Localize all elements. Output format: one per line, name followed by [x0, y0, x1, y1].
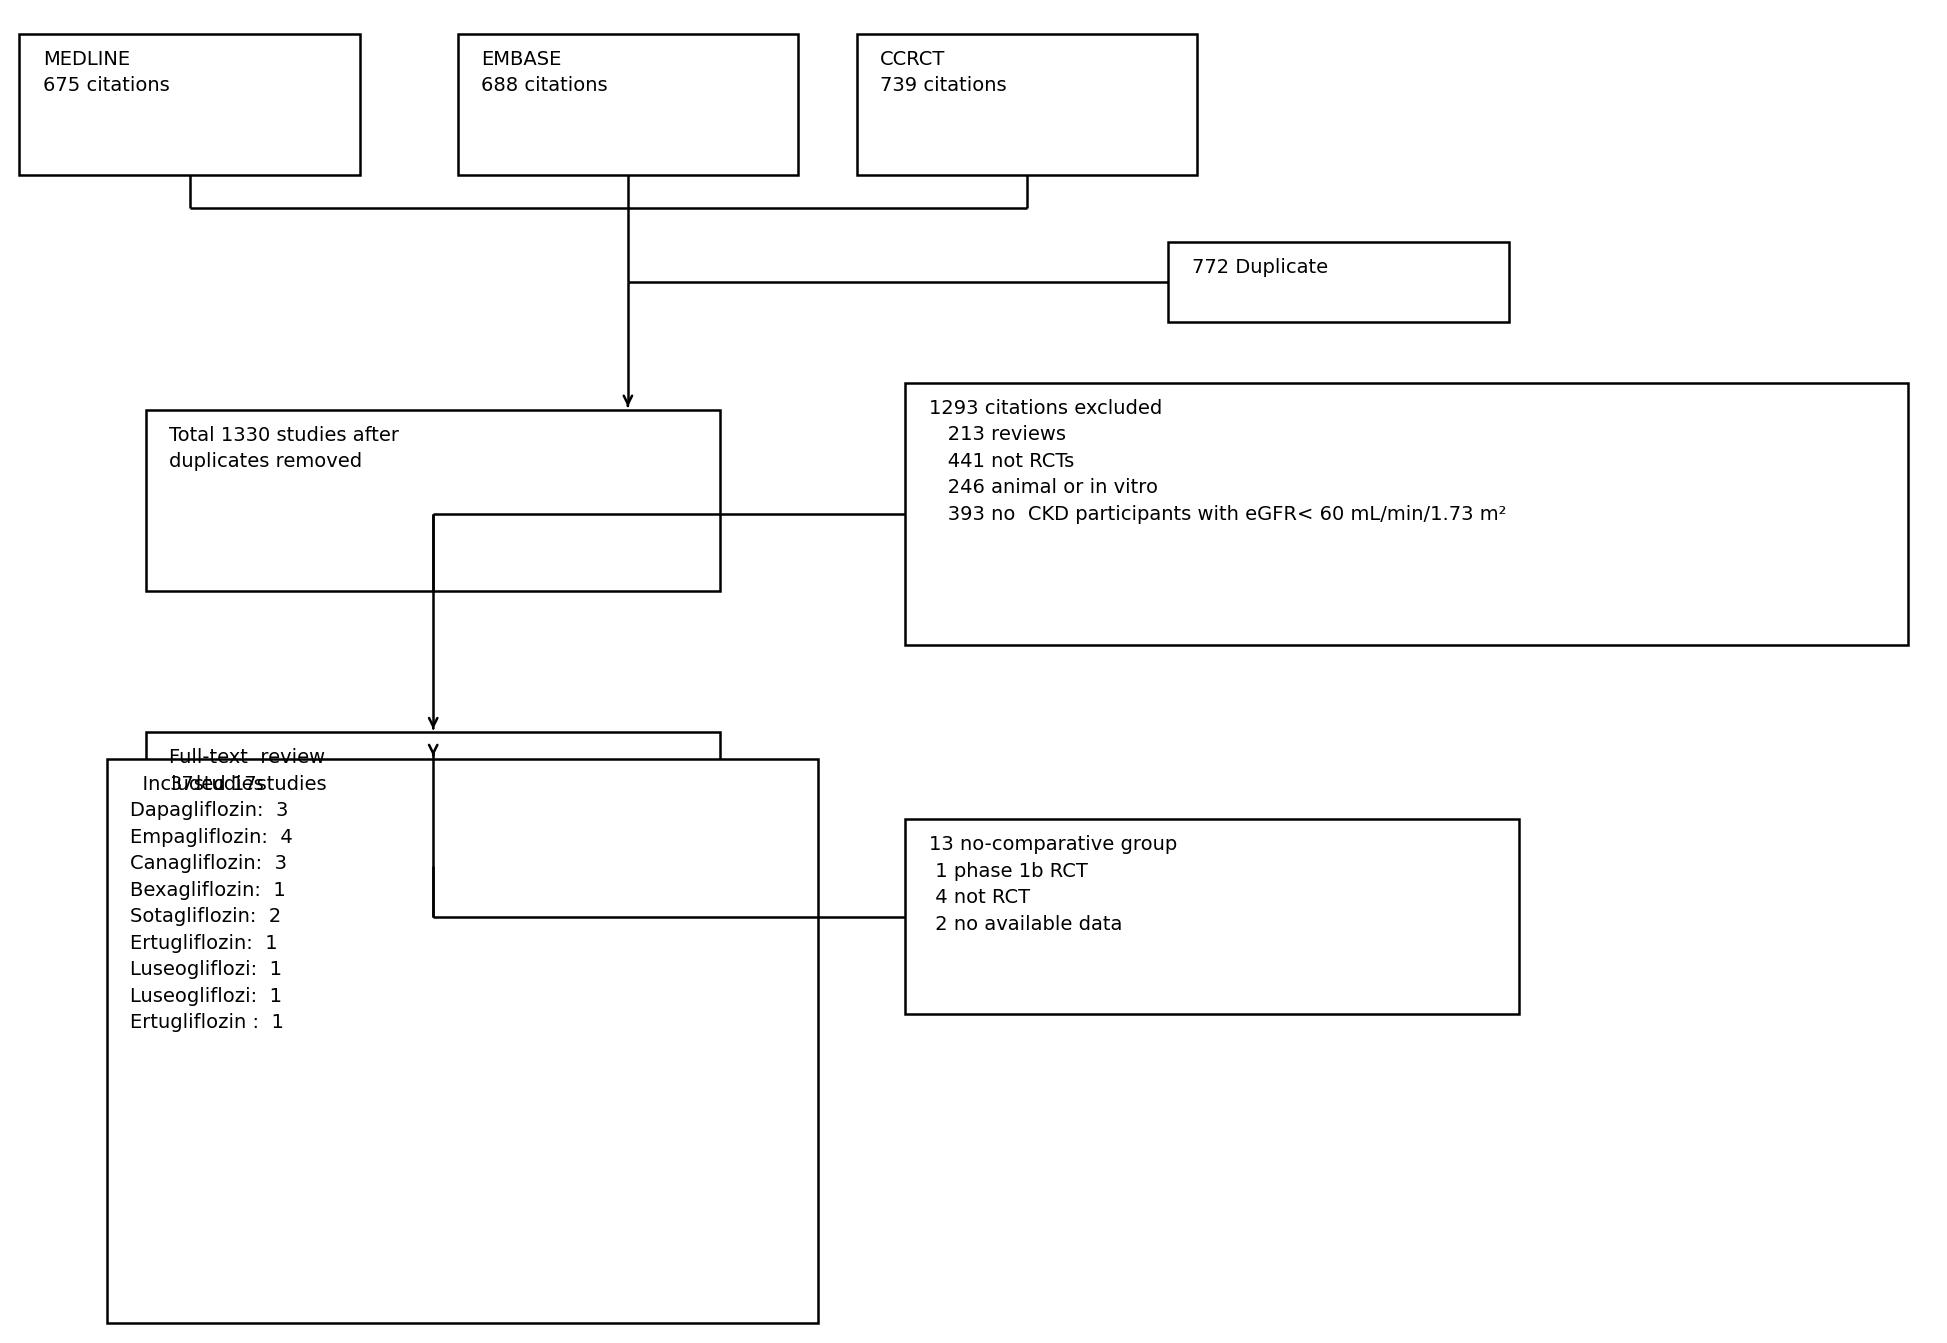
Text: Total 1330 studies after
duplicates removed: Total 1330 studies after duplicates remo…: [169, 426, 399, 471]
FancyBboxPatch shape: [146, 410, 720, 591]
FancyBboxPatch shape: [905, 819, 1519, 1014]
FancyBboxPatch shape: [1168, 242, 1509, 322]
Text: 772 Duplicate: 772 Duplicate: [1192, 258, 1328, 277]
FancyBboxPatch shape: [107, 759, 818, 1323]
FancyBboxPatch shape: [458, 34, 798, 175]
FancyBboxPatch shape: [146, 732, 720, 866]
Text: 1293 citations excluded
   213 reviews
   441 not RCTs
   246 animal or in vitro: 1293 citations excluded 213 reviews 441 …: [929, 399, 1507, 524]
Text: EMBASE
688 citations: EMBASE 688 citations: [481, 50, 607, 95]
Text: Included 17studies
Dapagliflozin:  3
Empagliflozin:  4
Canagliflozin:  3
Bexagli: Included 17studies Dapagliflozin: 3 Empa…: [130, 775, 327, 1033]
Text: 13 no-comparative group
 1 phase 1b RCT
 4 not RCT
 2 no available data: 13 no-comparative group 1 phase 1b RCT 4…: [929, 835, 1178, 933]
FancyBboxPatch shape: [905, 383, 1908, 645]
Text: MEDLINE
675 citations: MEDLINE 675 citations: [43, 50, 169, 95]
FancyBboxPatch shape: [19, 34, 360, 175]
Text: CCRCT
739 citations: CCRCT 739 citations: [880, 50, 1007, 95]
FancyBboxPatch shape: [857, 34, 1197, 175]
Text: Full-text  review
37studies: Full-text review 37studies: [169, 748, 325, 794]
